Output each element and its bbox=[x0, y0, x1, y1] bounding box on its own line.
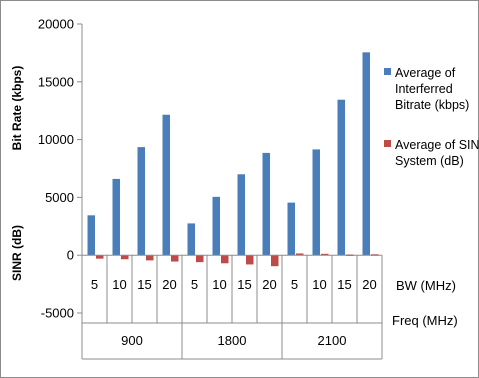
sinr-bar bbox=[246, 255, 254, 265]
y-axis-label-bitrate: Bit Rate (kbps) bbox=[10, 66, 24, 151]
sinr-bar bbox=[271, 255, 279, 267]
bw-label: 5 bbox=[91, 277, 98, 292]
bw-label: 15 bbox=[137, 277, 151, 292]
bitrate-bar bbox=[112, 178, 120, 256]
legend-entry-text: Bitrate (kbps) bbox=[395, 98, 469, 112]
bitrate-bar bbox=[262, 152, 270, 256]
legend-entry-text: Average of SINR bbox=[395, 138, 479, 152]
bitrate-bar bbox=[312, 149, 320, 256]
freq-label: 1800 bbox=[218, 333, 247, 348]
freq-label: 2100 bbox=[318, 333, 347, 348]
bw-label: 5 bbox=[191, 277, 198, 292]
sinr-bar bbox=[146, 255, 154, 261]
sinr-bar bbox=[196, 255, 204, 263]
bw-label: 5 bbox=[291, 277, 298, 292]
sinr-bar bbox=[296, 253, 304, 256]
bitrate-bar bbox=[162, 114, 170, 256]
bw-label: 15 bbox=[337, 277, 351, 292]
category-labels: 5 10 15 20 5 10 15 20 5 10 15 20 900 1800 2100 bbox=[91, 277, 377, 348]
y-tick-label: 5000 bbox=[45, 190, 74, 205]
bw-axis-name: BW (MHz) bbox=[396, 278, 456, 293]
bitrate-bar bbox=[287, 202, 295, 256]
axes bbox=[81, 24, 383, 360]
y-ticks: -5000 0 5000 10000 15000 20000 bbox=[38, 17, 82, 321]
bitrate-bar bbox=[187, 223, 195, 256]
bitrate-bar bbox=[237, 174, 245, 256]
y-tick-label: 20000 bbox=[38, 17, 74, 32]
sinr-bar bbox=[121, 255, 129, 260]
bars bbox=[87, 52, 379, 267]
legend: Average of Interferred Bitrate (kbps) Avera… bbox=[384, 66, 479, 168]
bw-label: 10 bbox=[212, 277, 226, 292]
sinr-bar bbox=[321, 253, 329, 256]
bitrate-bar bbox=[337, 99, 345, 256]
freq-label: 900 bbox=[121, 333, 143, 348]
bw-label: 20 bbox=[162, 277, 176, 292]
bitrate-bar bbox=[362, 52, 370, 256]
y-tick-label: -5000 bbox=[41, 306, 74, 321]
bw-label: 10 bbox=[112, 277, 126, 292]
sinr-bar bbox=[96, 255, 104, 259]
legend-entry-text: System (dB) bbox=[395, 154, 464, 168]
y-axis-label-sinr: SINR (dB) bbox=[10, 225, 24, 281]
bw-label: 20 bbox=[362, 277, 376, 292]
bw-label: 10 bbox=[312, 277, 326, 292]
freq-axis-name: Freq (MHz) bbox=[392, 313, 458, 328]
legend-swatch bbox=[384, 140, 391, 147]
y-tick-label: 15000 bbox=[38, 74, 74, 89]
bitrate-bar bbox=[212, 196, 220, 256]
bitrate-bar bbox=[87, 215, 95, 256]
bitrate-bar bbox=[137, 147, 145, 256]
sinr-bar bbox=[171, 255, 179, 262]
y-tick-label: 10000 bbox=[38, 132, 74, 147]
legend-entry-text: Average of bbox=[395, 66, 456, 80]
bw-label: 20 bbox=[262, 277, 276, 292]
legend-entry-text: Interferred bbox=[395, 82, 453, 96]
bw-label: 15 bbox=[237, 277, 251, 292]
sinr-bar bbox=[221, 255, 229, 264]
legend-swatch bbox=[384, 68, 391, 75]
y-tick-label: 0 bbox=[67, 248, 74, 263]
